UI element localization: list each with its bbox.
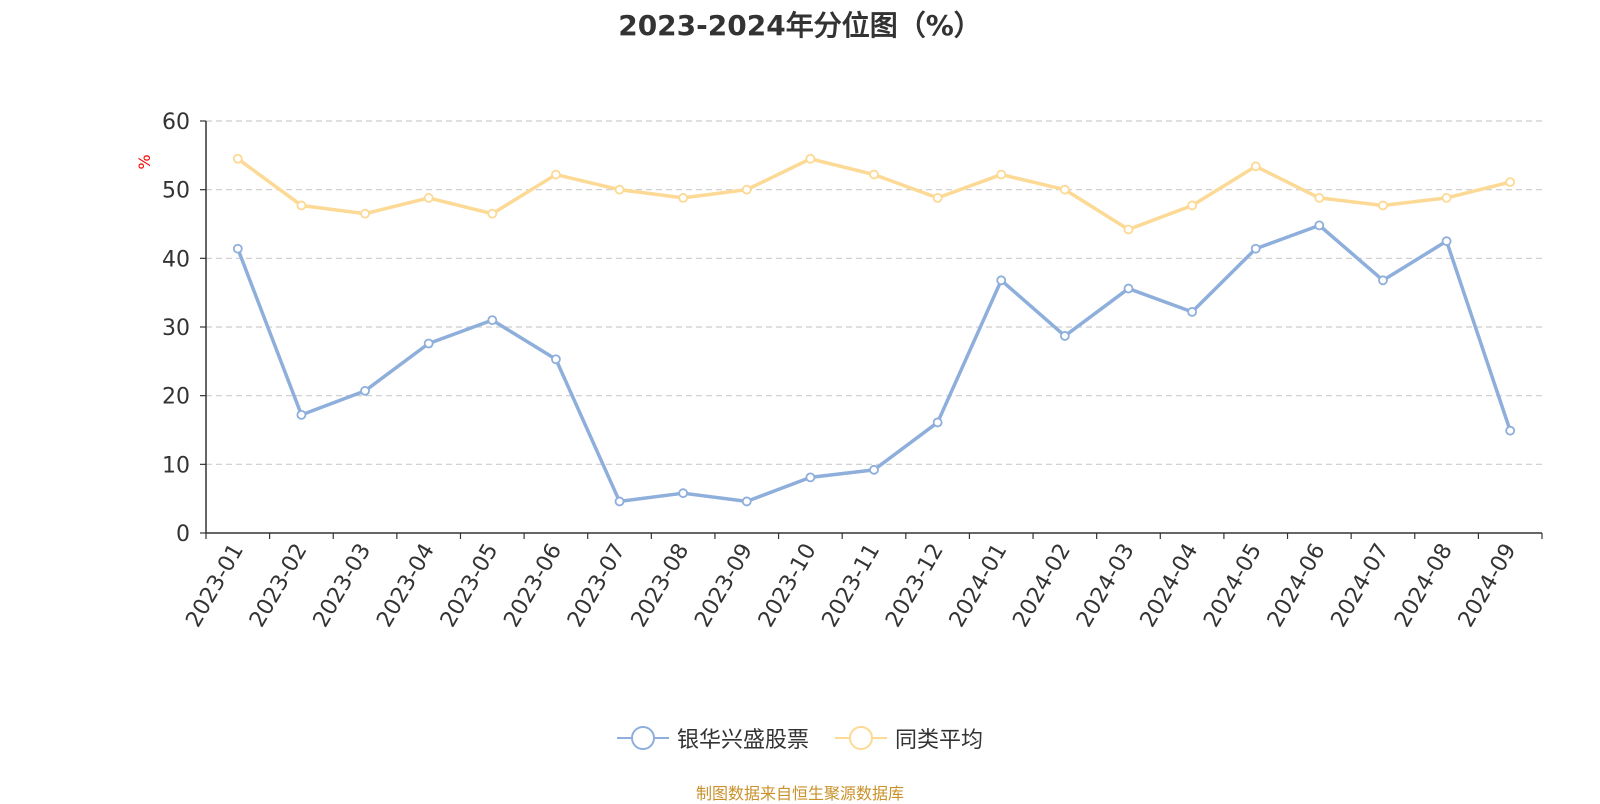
x-tick-label: 2023-02: [245, 540, 313, 632]
legend-marker-icon: [835, 726, 887, 750]
data-point: [1250, 243, 1261, 254]
axes: [200, 120, 1543, 539]
data-point: [232, 153, 243, 164]
x-tick-label: 2023-01: [181, 540, 249, 632]
y-tick-label: 40: [162, 247, 190, 272]
data-point: [614, 496, 625, 507]
data-point: [932, 193, 943, 203]
data-point: [423, 338, 434, 349]
data-point: [1441, 193, 1452, 203]
x-tick-label: 2024-09: [1454, 540, 1522, 632]
x-tick-label: 2024-02: [1008, 540, 1076, 632]
data-point: [1441, 236, 1452, 247]
x-tick-label: 2023-03: [309, 540, 377, 632]
data-source-note: 制图数据来自恒生聚源数据库: [695, 784, 904, 803]
x-tick-label: 2023-09: [690, 540, 758, 632]
data-point: [932, 417, 943, 428]
x-tick-label: 2023-11: [818, 540, 886, 632]
x-tick-label: 2023-08: [627, 540, 695, 632]
data-point: [232, 243, 243, 254]
y-tick-labels: 0 10 20 30 40 50 60: [162, 110, 190, 547]
series-lines: [232, 153, 1516, 507]
data-point: [678, 193, 689, 203]
x-tick-label: 2023-12: [881, 540, 949, 632]
data-point: [551, 354, 561, 365]
x-tick-label: 2024-03: [1072, 540, 1140, 632]
y-tick-label: 20: [162, 385, 190, 410]
data-point: [296, 409, 307, 420]
data-point: [1378, 275, 1388, 286]
data-point: [996, 169, 1007, 180]
data-point: [423, 193, 434, 203]
data-point: [996, 275, 1007, 286]
x-tick-label: 2023-06: [499, 540, 567, 632]
data-point: [551, 169, 561, 180]
legend-item-series-1[interactable]: 银华兴盛股票: [616, 722, 809, 754]
data-point: [614, 184, 625, 195]
data-point: [360, 385, 370, 396]
data-point: [1187, 306, 1197, 317]
grid-lines: [206, 120, 1542, 465]
data-point: [487, 208, 498, 219]
y-tick-label: 60: [162, 110, 190, 135]
data-point: [869, 464, 879, 475]
x-tick-label: 2024-05: [1199, 540, 1267, 632]
series-line: [236, 223, 1512, 504]
data-point: [1059, 184, 1070, 195]
y-tick-label: 10: [162, 453, 190, 478]
y-tick-label: 50: [162, 179, 190, 204]
x-tick-label: 2024-04: [1136, 540, 1204, 632]
data-point: [1187, 200, 1197, 211]
data-point: [678, 488, 689, 499]
data-point: [1123, 224, 1134, 235]
data-point: [296, 200, 307, 211]
data-point: [869, 169, 879, 180]
data-point: [1123, 283, 1134, 294]
legend-label: 银华兴盛股票: [676, 728, 809, 753]
data-point: [741, 496, 752, 507]
data-point: [1250, 161, 1261, 172]
x-tick-label: 2023-05: [436, 540, 504, 632]
x-tick-label: 2023-07: [563, 540, 631, 632]
x-tick-label: 2023-10: [754, 540, 822, 632]
legend-item-series-2[interactable]: 同类平均: [835, 722, 983, 754]
data-point: [805, 153, 816, 164]
data-point: [1378, 200, 1388, 211]
data-point: [487, 315, 498, 326]
data-point: [360, 208, 370, 219]
x-tick-label: 2024-08: [1390, 540, 1458, 632]
legend-label: 同类平均: [895, 728, 984, 753]
x-tick-labels: 2023-012023-022023-032023-042023-052023-…: [181, 539, 1521, 631]
data-point: [805, 472, 816, 483]
y-axis-label: %: [135, 154, 154, 169]
legend-marker-icon: [616, 726, 669, 750]
data-point: [741, 184, 752, 195]
data-point: [1314, 193, 1325, 203]
chart-title: 2023-2024年分位图（%）: [618, 9, 982, 42]
x-tick-label: 2023-04: [372, 540, 440, 632]
y-tick-label: 30: [162, 316, 190, 341]
x-tick-label: 2024-01: [945, 539, 1013, 631]
legend: 银华兴盛股票 同类平均: [0, 722, 1600, 754]
x-tick-label: 2024-06: [1263, 540, 1331, 632]
data-point: [1314, 220, 1325, 231]
x-tick-label: 2024-07: [1327, 540, 1395, 632]
data-point: [1059, 331, 1070, 341]
y-tick-label: 0: [176, 522, 190, 547]
data-point: [1505, 177, 1516, 188]
data-point: [1505, 425, 1516, 436]
